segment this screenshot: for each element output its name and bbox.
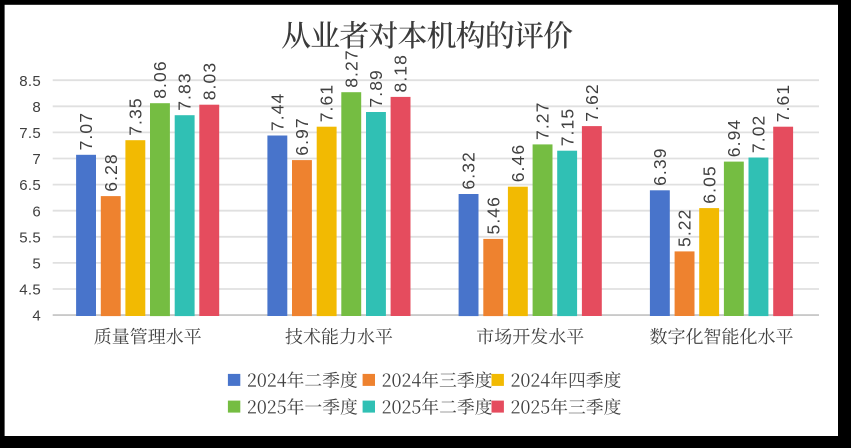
svg-text:6.5: 6.5 — [19, 177, 41, 194]
svg-text:7.02: 7.02 — [749, 115, 769, 153]
svg-text:7.27: 7.27 — [533, 102, 553, 140]
svg-text:7.61: 7.61 — [317, 84, 337, 122]
svg-text:7.62: 7.62 — [582, 83, 602, 121]
svg-text:5.22: 5.22 — [675, 209, 695, 247]
svg-text:6.97: 6.97 — [292, 117, 312, 155]
svg-text:7.83: 7.83 — [175, 72, 195, 110]
svg-text:7.61: 7.61 — [773, 84, 793, 122]
svg-text:6.05: 6.05 — [699, 165, 719, 203]
svg-text:6.28: 6.28 — [101, 153, 121, 191]
svg-text:7.44: 7.44 — [267, 93, 287, 131]
svg-text:7.07: 7.07 — [76, 112, 96, 150]
svg-text:8.18: 8.18 — [391, 54, 411, 92]
svg-text:6.32: 6.32 — [459, 151, 479, 189]
svg-text:7: 7 — [32, 151, 41, 168]
svg-text:5: 5 — [32, 256, 41, 273]
svg-text:8.27: 8.27 — [341, 49, 361, 87]
svg-text:6: 6 — [32, 203, 41, 220]
svg-text:8.03: 8.03 — [199, 62, 219, 100]
svg-text:8.06: 8.06 — [150, 60, 170, 98]
svg-text:4: 4 — [32, 308, 41, 325]
svg-text:7.5: 7.5 — [19, 125, 41, 142]
svg-text:4.5: 4.5 — [19, 282, 41, 299]
svg-text:6.94: 6.94 — [724, 119, 744, 157]
svg-text:6.39: 6.39 — [650, 147, 670, 185]
svg-text:5.46: 5.46 — [483, 196, 503, 234]
svg-text:7.89: 7.89 — [366, 69, 386, 107]
svg-text:7.15: 7.15 — [557, 108, 577, 146]
svg-text:7.35: 7.35 — [125, 97, 145, 135]
svg-text:6.46: 6.46 — [508, 144, 528, 182]
svg-text:8: 8 — [32, 99, 41, 116]
svg-text:8.5: 8.5 — [19, 73, 41, 90]
svg-text:5.5: 5.5 — [19, 229, 41, 246]
